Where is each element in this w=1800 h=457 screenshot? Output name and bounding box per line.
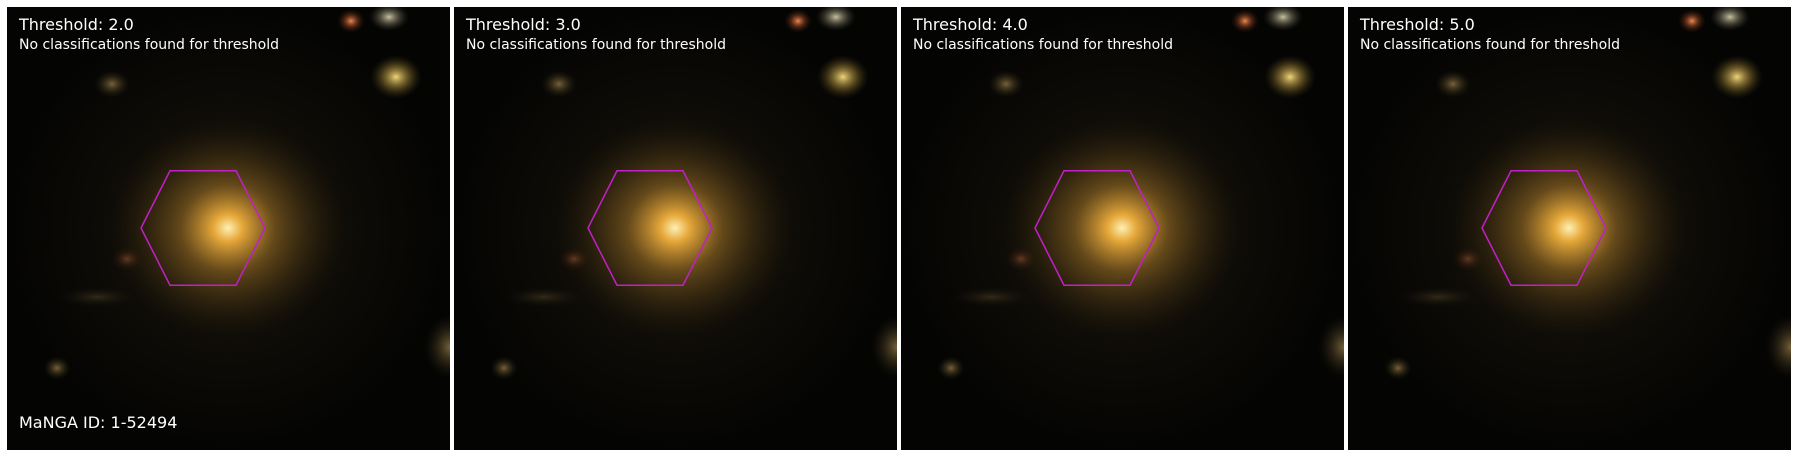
galaxy-panel: Threshold: 4.0 No classifications found …	[901, 7, 1344, 450]
galaxy-panel: Threshold: 5.0 No classifications found …	[1348, 7, 1791, 450]
ifu-hexagon	[1034, 170, 1160, 286]
classification-status: No classifications found for threshold	[466, 37, 726, 53]
threshold-label: Threshold: 2.0	[19, 15, 134, 34]
classification-status: No classifications found for threshold	[1360, 37, 1620, 53]
galaxy-panel: Threshold: 3.0 No classifications found …	[454, 7, 897, 450]
galaxy-image	[1348, 7, 1791, 450]
threshold-label: Threshold: 4.0	[913, 15, 1028, 34]
ifu-hexagon	[587, 170, 713, 286]
manga-id-label: MaNGA ID: 1-52494	[19, 413, 178, 432]
galaxy-image	[7, 7, 450, 450]
ifu-hexagon	[1481, 170, 1607, 286]
galaxy-panel: Threshold: 2.0 No classifications found …	[7, 7, 450, 450]
classification-status: No classifications found for threshold	[19, 37, 279, 53]
threshold-label: Threshold: 5.0	[1360, 15, 1475, 34]
galaxy-image	[454, 7, 897, 450]
threshold-label: Threshold: 3.0	[466, 15, 581, 34]
classification-status: No classifications found for threshold	[913, 37, 1173, 53]
galaxy-image	[901, 7, 1344, 450]
ifu-hexagon	[140, 170, 266, 286]
